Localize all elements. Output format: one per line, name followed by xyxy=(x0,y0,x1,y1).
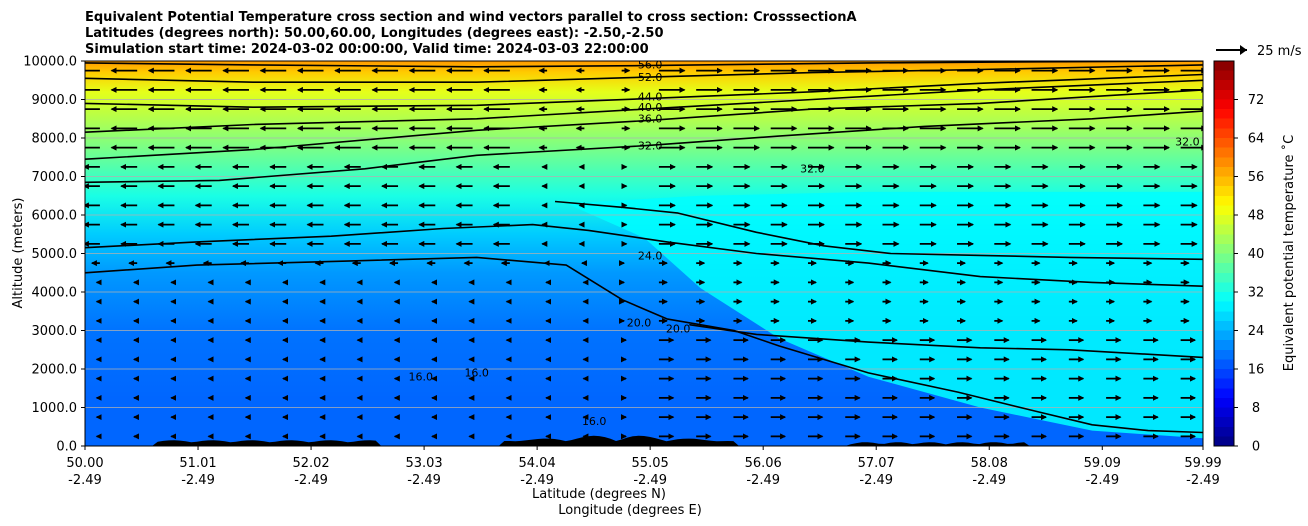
quiver-key: 25 m/s xyxy=(1216,44,1302,59)
x-tick-label-lon: -2.49 xyxy=(972,473,1006,488)
x-tick-label-lon: -2.49 xyxy=(407,473,441,488)
x-tick-label-lon: -2.49 xyxy=(520,473,554,488)
contour-label: 16.0 xyxy=(408,371,433,384)
colorbar-tick-label: 56 xyxy=(1248,170,1265,185)
contour-label: 40.0 xyxy=(638,101,663,114)
y-axis: 0.0 1000.0 2000.0 3000.0 4000.0 5000.0 6000.0 7… xyxy=(23,55,85,455)
x-tick-label-lat: 55.05 xyxy=(632,456,669,471)
terrain-silhouette xyxy=(85,435,1203,446)
y-tick-label: 10000.0 xyxy=(23,55,77,70)
x-axis: 50.00 -2.49 51.01 -2.49 52.02 -2.49 53.03 -2.49… xyxy=(66,446,1222,488)
colorbar-tick-label: 24 xyxy=(1248,324,1265,339)
contour-label: 32.0 xyxy=(800,163,825,176)
isotherm-24 xyxy=(689,323,1203,359)
contour-label: 20.0 xyxy=(627,317,652,330)
x-tick-label-lon: -2.49 xyxy=(294,473,328,488)
quiver-key-arrowhead xyxy=(1240,45,1247,55)
chart-title-line-3: Simulation start time: 2024-03-02 00:00:… xyxy=(85,42,649,57)
colorbar-ticks: 0 8 16 24 32 40 48 56 64 72 xyxy=(1234,93,1264,455)
x-tick-label-lon: -2.49 xyxy=(68,473,102,488)
y-tick-label: 3000.0 xyxy=(32,324,78,339)
colorbar-tick-label: 72 xyxy=(1248,93,1265,108)
chart-title-line-2: Latitudes (degrees north): 50.00,60.00, … xyxy=(85,26,664,41)
colorbar-tick-label: 32 xyxy=(1248,286,1265,301)
x-tick-label-lat: 59.09 xyxy=(1084,456,1121,471)
isotherm-24 xyxy=(85,223,1203,287)
x-tick-label-lat: 59.99 xyxy=(1184,456,1221,471)
contour-label: 44.0 xyxy=(638,90,663,103)
y-tick-label: 8000.0 xyxy=(32,132,78,147)
colorbar-tick-label: 8 xyxy=(1252,401,1260,416)
y-tick-label: 7000.0 xyxy=(32,170,78,185)
contour-label: 52.0 xyxy=(638,71,663,84)
contour-label: 16.0 xyxy=(464,367,489,380)
x-tick-label-lat: 51.01 xyxy=(179,456,216,471)
x-tick-label-lat: 50.00 xyxy=(66,456,103,471)
y-tick-label: 5000.0 xyxy=(32,247,78,262)
contour-label: 32.0 xyxy=(1175,136,1200,149)
y-tick-label: 6000.0 xyxy=(32,209,78,224)
x-tick-label-lat: 54.04 xyxy=(519,456,556,471)
y-tick-label: 4000.0 xyxy=(32,286,78,301)
y-tick-label: 9000.0 xyxy=(32,93,78,108)
colorbar-tick-label: 40 xyxy=(1248,247,1265,262)
isotherm-36 xyxy=(85,89,1203,160)
x-tick-label-lat: 52.02 xyxy=(292,456,329,471)
contour-label: 36.0 xyxy=(638,113,663,126)
contour-label: 20.0 xyxy=(666,322,691,335)
plot-area: 56.052.0 44.040.036.0 32.0 24.0 20.0 20.0 16.0… xyxy=(85,59,1203,446)
contour-label: 32.0 xyxy=(638,140,663,153)
x-tick-label-lon: -2.49 xyxy=(1085,473,1119,488)
x-tick-label-lon: -2.49 xyxy=(1186,473,1220,488)
colorbar-tick-label: 48 xyxy=(1248,209,1265,224)
wind-vectors xyxy=(85,67,1203,440)
colorbar: 0 8 16 24 32 40 48 56 64 72 Equivalent potential … xyxy=(1213,60,1297,455)
contour-label: 56.0 xyxy=(638,59,663,72)
x-tick-label-lon: -2.49 xyxy=(633,473,667,488)
x-tick-label-lat: 56.06 xyxy=(745,456,782,471)
isotherm-44 xyxy=(85,73,1203,108)
colorbar-tick-label: 64 xyxy=(1248,132,1265,147)
quiver-key-label: 25 m/s xyxy=(1257,44,1302,59)
contour-label: 24.0 xyxy=(638,249,663,262)
chart-title-line-1: Equivalent Potential Temperature cross s… xyxy=(85,10,857,25)
y-tick-label: 0.0 xyxy=(56,440,77,455)
x-axis-label-longitude: Longitude (degrees E) xyxy=(558,503,702,518)
contour-labels: 56.052.0 44.040.036.0 32.0 24.0 20.0 20.0 16.0… xyxy=(408,59,1200,428)
x-tick-label-lat: 57.07 xyxy=(858,456,895,471)
x-tick-label-lon: -2.49 xyxy=(859,473,893,488)
y-axis-label: Altitude (meters) xyxy=(11,198,26,309)
x-tick-label-lon: -2.49 xyxy=(181,473,215,488)
isotherm-56 xyxy=(85,61,1203,68)
colorbar-tick-label: 16 xyxy=(1248,363,1265,378)
colorbar-label: Equivalent potential temperature ˚C xyxy=(1281,135,1297,371)
contour-label: 16.0 xyxy=(582,415,607,428)
x-axis-label-latitude: Latitude (degrees N) xyxy=(532,487,666,502)
x-tick-label-lat: 53.03 xyxy=(405,456,442,471)
x-tick-label-lon: -2.49 xyxy=(746,473,780,488)
isotherm-32 xyxy=(85,110,1203,184)
x-tick-label-lat: 58.08 xyxy=(971,456,1008,471)
y-tick-label: 2000.0 xyxy=(32,363,78,378)
colorbar-bar xyxy=(1213,60,1235,447)
colorbar-tick-label: 0 xyxy=(1252,440,1260,455)
y-tick-label: 1000.0 xyxy=(32,401,78,416)
